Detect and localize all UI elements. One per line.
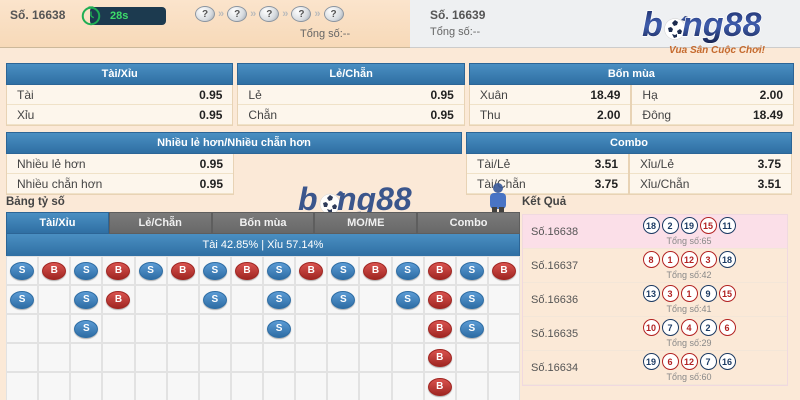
- svg-text:ng88: ng88: [682, 6, 761, 44]
- svg-text:b: b: [642, 6, 663, 44]
